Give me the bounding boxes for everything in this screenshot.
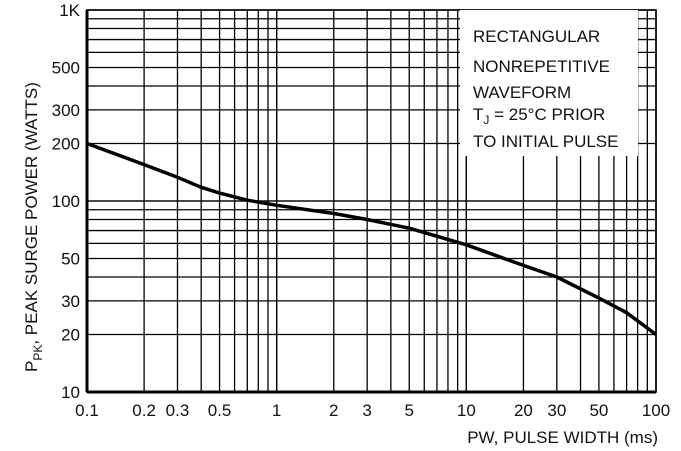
annotation-line-5: TO INITIAL PULSE bbox=[473, 132, 619, 151]
x-tick-label: 0.1 bbox=[75, 401, 99, 420]
annotation-line-1: RECTANGULAR bbox=[473, 27, 600, 46]
tick-labels: 0.1 0.2 0.3 0.5 1 2 3 5 10 20 30 50 100 10 20 30 50 100 20… bbox=[52, 1, 671, 420]
annotation-line-3: WAVEFORM bbox=[473, 83, 571, 102]
x-tick-label: 0.2 bbox=[132, 401, 156, 420]
annotation-line-4: TJ = 25°C PRIOR bbox=[473, 105, 605, 127]
y-tick-label: 10 bbox=[61, 383, 80, 402]
y-axis-label-subscript: PK bbox=[31, 345, 45, 361]
x-tick-label: 30 bbox=[547, 401, 566, 420]
y-tick-label: 300 bbox=[52, 101, 80, 120]
y-axis-label-prefix: P bbox=[22, 361, 41, 372]
y-axis-label: PPK, PEAK SURGE POWER (WATTS) bbox=[22, 82, 45, 372]
annotation-box bbox=[460, 10, 638, 156]
y-tick-label: 200 bbox=[52, 135, 80, 154]
annotation-tj-prefix: T bbox=[473, 105, 483, 124]
y-tick-label: 100 bbox=[52, 192, 80, 211]
x-tick-label: 1 bbox=[272, 401, 281, 420]
annotation-tj-subscript: J bbox=[483, 113, 489, 127]
x-tick-label: 2 bbox=[329, 401, 338, 420]
x-tick-label: 0.3 bbox=[166, 401, 190, 420]
x-tick-label: 50 bbox=[589, 401, 608, 420]
x-tick-label: 0.5 bbox=[208, 401, 232, 420]
y-axis-label-rest: , PEAK SURGE POWER (WATTS) bbox=[22, 82, 41, 345]
x-tick-label: 100 bbox=[642, 401, 670, 420]
annotation-line-2: NONREPETITIVE bbox=[473, 57, 610, 76]
y-tick-label: 500 bbox=[52, 58, 80, 77]
series-line bbox=[86, 141, 658, 336]
y-tick-label: 50 bbox=[61, 249, 80, 268]
y-tick-label: 30 bbox=[61, 292, 80, 311]
y-tick-label: 1K bbox=[59, 1, 80, 20]
series-layer bbox=[86, 141, 658, 336]
x-tick-label: 20 bbox=[514, 401, 533, 420]
plot-frame bbox=[85, 9, 657, 394]
x-axis-label: PW, PULSE WIDTH (ms) bbox=[467, 428, 658, 447]
x-tick-label: 3 bbox=[362, 401, 371, 420]
annotation-tj-rest: = 25°C PRIOR bbox=[489, 105, 605, 124]
x-tick-label: 10 bbox=[457, 401, 476, 420]
x-tick-label: 5 bbox=[405, 401, 414, 420]
y-tick-label: 20 bbox=[61, 326, 80, 345]
